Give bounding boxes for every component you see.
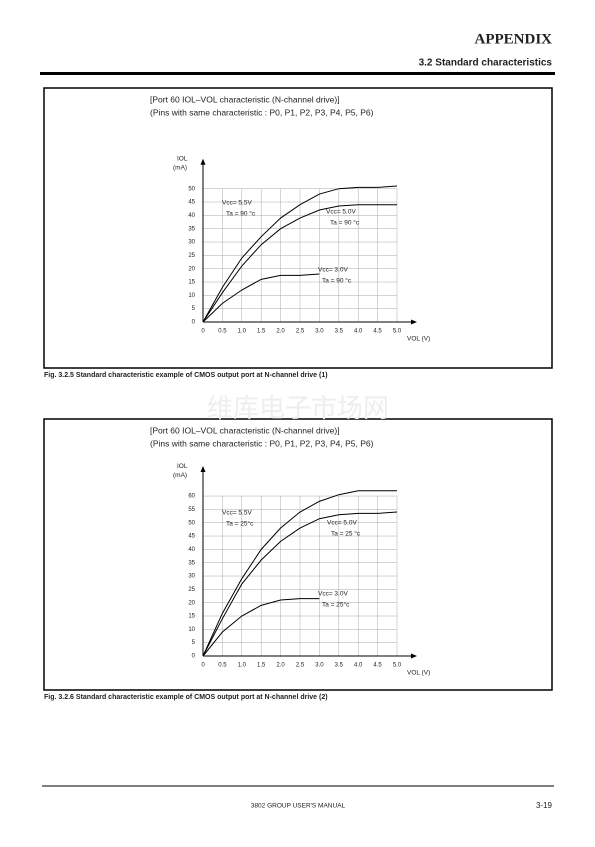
x-tick-label: 5.0	[393, 329, 402, 335]
x-tick-label: 0.5	[218, 329, 227, 335]
chart-subtitle: (Pins with same characteristic : P0, P1,…	[150, 107, 374, 117]
x-label: VOL (V)	[407, 670, 430, 677]
figure-caption: Fig. 3.2.5 Standard characteristic examp…	[44, 372, 328, 379]
x-tick-label: 2.0	[276, 329, 285, 335]
y-tick-label: 20	[188, 600, 195, 606]
x-tick-label: 3.0	[315, 329, 324, 335]
y-tick-label: 5	[192, 640, 196, 646]
y-tick-label: 0	[192, 654, 196, 660]
x-tick-label: 5.0	[393, 663, 402, 669]
x-tick-label: 4.0	[354, 329, 363, 335]
curve-condition: Ta = 90 °c	[322, 277, 352, 285]
y-tick-label: 60	[188, 494, 195, 500]
y-tick-label: 40	[188, 547, 195, 553]
footer-manual: 3802 GROUP USER'S MANUAL	[251, 803, 346, 810]
curve-label: Vcc= 5.0V	[327, 520, 357, 527]
y-label: IOL	[177, 463, 188, 470]
curve-condition: Ta = 25 °c	[331, 530, 361, 538]
x-tick-label: 1.5	[257, 329, 266, 335]
x-arrow	[411, 653, 417, 659]
x-tick-label: 1.5	[257, 663, 266, 669]
curve-label: Vcc= 5.0V	[326, 209, 356, 216]
x-tick-label: 1.0	[238, 329, 247, 335]
y-tick-label: 35	[188, 560, 195, 566]
header-title: APPENDIX	[475, 31, 553, 47]
x-tick-label: 0.5	[218, 663, 227, 669]
y-tick-label: 40	[188, 213, 195, 219]
y-tick-label: 10	[188, 293, 195, 299]
curve	[202, 204, 397, 323]
y-tick-label: 30	[188, 574, 195, 580]
header-rule	[40, 72, 555, 75]
y-tick-label: 45	[188, 200, 195, 206]
y-tick-label: 15	[188, 614, 195, 620]
y-arrow	[200, 158, 206, 165]
x-tick-label: 2.5	[296, 663, 305, 669]
y-tick-label: 20	[188, 266, 195, 272]
x-tick-label: 0	[201, 663, 205, 669]
curve	[202, 185, 398, 323]
y-tick-label: 35	[188, 226, 195, 232]
curve	[202, 511, 398, 657]
watermark: 维库电子市场网	[207, 394, 389, 424]
curve-label: Vcc= 5.5V	[222, 200, 252, 207]
figure-box	[43, 418, 553, 691]
y-tick-label: 50	[188, 186, 195, 192]
y-arrow	[200, 466, 206, 473]
y-unit: (mA)	[173, 164, 187, 171]
x-tick-label: 2.0	[276, 663, 285, 669]
chart-title: [Port 60 IOL–VOL characteristic (N-chann…	[150, 425, 340, 435]
curve-label: Vcc= 3.0V	[318, 591, 348, 598]
x-tick-label: 2.5	[296, 329, 305, 335]
y-unit: (mA)	[173, 472, 187, 479]
x-tick-label: 0	[201, 329, 205, 335]
x-tick-label: 4.0	[354, 663, 363, 669]
curve-condition: Ta = 90 °c	[226, 210, 256, 218]
x-tick-label: 3.5	[335, 663, 344, 669]
curve-condition: Ta = 25°c	[322, 601, 350, 609]
x-tick-label: 1.0	[238, 663, 247, 669]
x-arrow	[411, 319, 417, 325]
figure-box	[43, 87, 553, 369]
chart-title: [Port 60 IOL–VOL characteristic (N-chann…	[150, 94, 340, 104]
curve	[202, 598, 320, 657]
y-tick-label: 25	[188, 253, 195, 259]
curve-condition: Ta = 90 °c	[330, 219, 360, 227]
y-tick-label: 25	[188, 587, 195, 593]
curve-label: Vcc= 3.0V	[318, 267, 348, 274]
x-tick-label: 4.5	[373, 663, 382, 669]
y-tick-label: 15	[188, 280, 195, 286]
curve	[202, 273, 320, 323]
header-section: 3.2 Standard characteristics	[419, 58, 553, 69]
x-label: VOL (V)	[407, 336, 430, 343]
x-tick-label: 3.0	[315, 663, 324, 669]
chart-subtitle: (Pins with same characteristic : P0, P1,…	[150, 438, 374, 448]
y-tick-label: 0	[192, 320, 196, 326]
y-tick-label: 50	[188, 520, 195, 526]
y-label: IOL	[177, 155, 188, 162]
y-tick-label: 10	[188, 627, 195, 633]
footer-page: 3-19	[536, 801, 553, 810]
y-tick-label: 45	[188, 534, 195, 540]
curve	[202, 490, 397, 657]
x-tick-label: 4.5	[373, 329, 382, 335]
x-tick-label: 3.5	[335, 329, 344, 335]
y-tick-label: 55	[188, 507, 195, 513]
curve-condition: Ta = 25°c	[226, 520, 254, 528]
figure-caption: Fig. 3.2.6 Standard characteristic examp…	[44, 694, 328, 701]
curve-label: Vcc= 5.5V	[222, 510, 252, 517]
y-tick-label: 5	[192, 306, 196, 312]
y-tick-label: 30	[188, 240, 195, 246]
